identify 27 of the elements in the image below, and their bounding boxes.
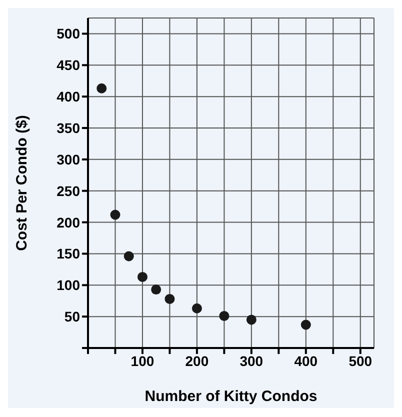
- y-tick-label: 350: [56, 120, 80, 136]
- point: [124, 251, 134, 262]
- y-tick-label: 250: [56, 182, 80, 199]
- point: [110, 210, 120, 220]
- y-tick-label: 400: [56, 88, 80, 105]
- x-tick-label: 300: [240, 352, 264, 369]
- x-tick-label: 400: [294, 352, 318, 369]
- y-tick-label: 450: [56, 57, 80, 74]
- point: [164, 294, 175, 304]
- x-tick-label: 100: [130, 352, 154, 369]
- y-tick-label: 500: [56, 26, 80, 42]
- y-tick-label: 100: [56, 277, 80, 294]
- y-tick-label: 50: [64, 308, 80, 325]
- point: [246, 314, 256, 325]
- point: [192, 303, 202, 314]
- y-tick-label: 300: [56, 151, 80, 168]
- point: [137, 272, 148, 282]
- point: [300, 320, 311, 330]
- x-tick-label: 500: [348, 352, 372, 369]
- y-tick-label: 150: [56, 246, 80, 262]
- point: [151, 284, 162, 295]
- x-axis-title: Number of Kitty Condos: [144, 388, 318, 405]
- point: [96, 83, 107, 94]
- point: [219, 310, 230, 321]
- x-tick-label: 200: [185, 352, 209, 369]
- y-axis-title: Cost Per Condo ($): [13, 115, 30, 251]
- y-tick-label: 200: [56, 214, 80, 230]
